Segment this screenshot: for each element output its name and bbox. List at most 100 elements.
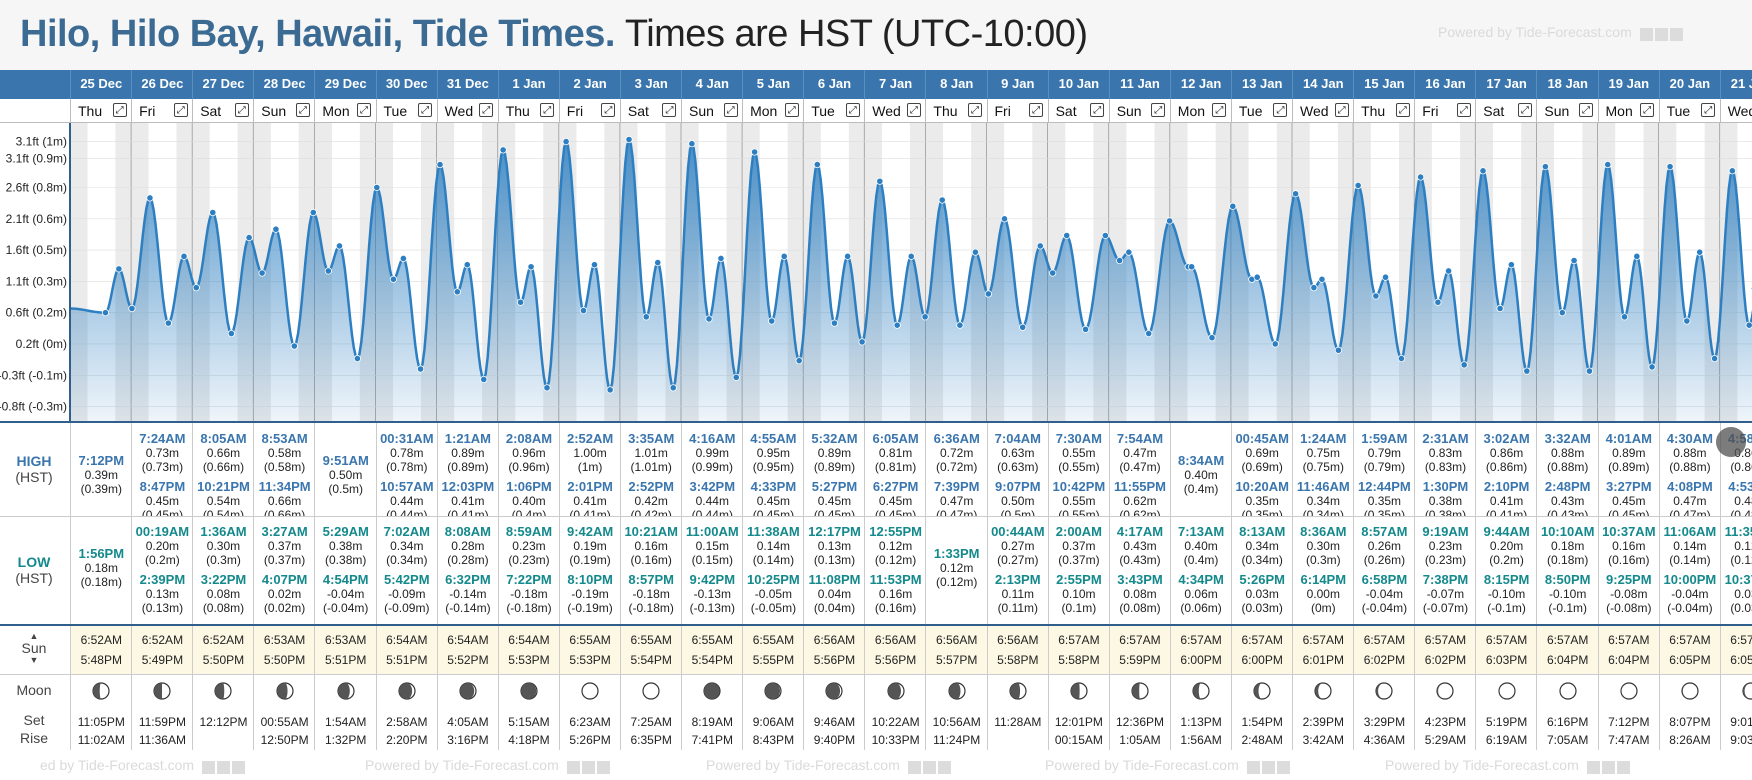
date-header-cell[interactable]: 10 Jan	[1047, 70, 1110, 99]
tide-extreme-point[interactable]	[625, 135, 633, 144]
tide-extreme-point[interactable]	[669, 384, 677, 392]
expand-icon[interactable]: ⤢	[356, 103, 371, 117]
powered-by-footer[interactable]: Powered by Tide-Forecast.com	[1045, 757, 1290, 775]
tide-extreme-point[interactable]	[436, 160, 444, 169]
tide-extreme-point[interactable]	[938, 196, 946, 204]
expand-icon[interactable]: ⤢	[1701, 103, 1716, 117]
tide-extreme-point[interactable]	[1000, 215, 1009, 223]
date-header-cell[interactable]: 28 Dec	[253, 70, 315, 99]
tide-extreme-point[interactable]	[1397, 354, 1405, 363]
date-header-cell[interactable]: 2 Jan	[558, 70, 621, 99]
tide-extreme-point[interactable]	[1125, 248, 1133, 256]
tide-extreme-point[interactable]	[1291, 190, 1300, 198]
tide-extreme-point[interactable]	[373, 183, 381, 192]
expand-icon[interactable]: ⤢	[601, 103, 616, 117]
powered-by-header[interactable]: Powered by Tide-Forecast.com	[1438, 24, 1683, 42]
tide-extreme-point[interactable]	[1507, 261, 1515, 269]
date-header-cell[interactable]: 18 Jan	[1536, 70, 1598, 99]
expand-icon[interactable]: ⤢	[540, 103, 555, 117]
tide-extreme-point[interactable]	[324, 267, 332, 275]
expand-icon[interactable]: ⤢	[1640, 103, 1655, 117]
powered-by-footer-left[interactable]: ed by Tide-Forecast.com	[40, 757, 246, 775]
tide-extreme-point[interactable]	[128, 304, 136, 313]
date-header-cell[interactable]: 27 Dec	[192, 70, 254, 99]
tide-extreme-point[interactable]	[180, 252, 188, 260]
tide-extreme-point[interactable]	[245, 233, 253, 242]
tide-extreme-point[interactable]	[527, 263, 535, 271]
date-header-cell[interactable]: 1 Jan	[497, 70, 560, 99]
expand-icon[interactable]: ⤢	[418, 103, 433, 117]
tide-extreme-point[interactable]	[499, 146, 507, 154]
tide-extreme-point[interactable]	[1036, 242, 1044, 250]
date-header-cell[interactable]: 13 Jan	[1230, 70, 1293, 99]
tide-extreme-point[interactable]	[1049, 269, 1057, 277]
tide-extreme-point[interactable]	[101, 309, 110, 317]
tide-extreme-point[interactable]	[606, 386, 614, 394]
tide-extreme-point[interactable]	[1310, 284, 1318, 292]
expand-icon[interactable]: ⤢	[234, 103, 249, 117]
date-header-cell[interactable]: 14 Jan	[1292, 70, 1354, 99]
tide-extreme-point[interactable]	[1188, 263, 1196, 271]
date-header-cell[interactable]: 17 Jan	[1475, 70, 1537, 99]
tide-extreme-point[interactable]	[717, 254, 725, 263]
tide-extreme-point[interactable]	[858, 338, 866, 346]
date-header-cell[interactable]: 25 Dec	[70, 70, 132, 99]
tide-extreme-point[interactable]	[1585, 367, 1594, 375]
tide-extreme-point[interactable]	[1496, 304, 1504, 313]
date-header-cell[interactable]: 21 Jan	[1719, 70, 1752, 99]
tide-extreme-point[interactable]	[813, 160, 821, 169]
tide-extreme-point[interactable]	[795, 357, 803, 365]
date-header-cell[interactable]: 29 Dec	[314, 70, 376, 99]
date-header-cell[interactable]: 12 Jan	[1169, 70, 1232, 99]
tide-extreme-point[interactable]	[654, 259, 662, 267]
tide-extreme-point[interactable]	[353, 354, 362, 363]
tide-extreme-point[interactable]	[463, 261, 471, 269]
date-header-cell[interactable]: 19 Jan	[1597, 70, 1660, 99]
tide-extreme-point[interactable]	[579, 307, 588, 315]
tide-extreme-point[interactable]	[1318, 275, 1326, 283]
tide-extreme-point[interactable]	[272, 225, 280, 233]
expand-icon[interactable]: ⤢	[1334, 103, 1349, 117]
tide-extreme-point[interactable]	[1271, 340, 1279, 348]
tide-extreme-point[interactable]	[921, 313, 929, 321]
tide-extreme-point[interactable]	[1253, 273, 1261, 281]
tide-extreme-point[interactable]	[732, 373, 740, 381]
date-header-cell[interactable]: 31 Dec	[436, 70, 499, 99]
tide-extreme-point[interactable]	[1711, 354, 1719, 363]
date-header-cell[interactable]: 3 Jan	[619, 70, 682, 99]
tide-extreme-point[interactable]	[192, 284, 200, 292]
tide-extreme-point[interactable]	[1541, 163, 1550, 171]
date-header-cell[interactable]: 6 Jan	[803, 70, 865, 99]
expand-icon[interactable]: ⤢	[479, 103, 494, 117]
tide-extreme-point[interactable]	[1633, 252, 1641, 260]
tide-extreme-point[interactable]	[1063, 231, 1071, 240]
tide-extreme-point[interactable]	[480, 375, 488, 384]
expand-icon[interactable]: ⤢	[295, 103, 310, 117]
tide-extreme-point[interactable]	[1381, 273, 1390, 281]
tide-extreme-point[interactable]	[768, 317, 776, 325]
expand-icon[interactable]: ⤢	[1517, 103, 1532, 117]
scroll-right-handle[interactable]	[1716, 427, 1746, 457]
tide-extreme-point[interactable]	[1558, 309, 1566, 317]
date-header-cell[interactable]: 5 Jan	[742, 70, 804, 99]
tide-extreme-point[interactable]	[705, 315, 713, 323]
tide-extreme-point[interactable]	[907, 252, 915, 260]
date-header-cell[interactable]: 16 Jan	[1414, 70, 1476, 99]
tide-extreme-point[interactable]	[1101, 231, 1109, 240]
date-header-cell[interactable]: 20 Jan	[1658, 70, 1721, 99]
date-header-cell[interactable]: 8 Jan	[925, 70, 987, 99]
tide-extreme-point[interactable]	[1444, 267, 1453, 275]
expand-icon[interactable]: ⤢	[784, 103, 799, 117]
tide-extreme-point[interactable]	[115, 265, 123, 273]
tide-extreme-point[interactable]	[453, 288, 461, 296]
tide-extreme-point[interactable]	[984, 290, 992, 298]
expand-icon[interactable]: ⤢	[723, 103, 738, 117]
tide-extreme-point[interactable]	[389, 275, 398, 283]
tide-extreme-point[interactable]	[1081, 325, 1090, 333]
tide-extreme-point[interactable]	[309, 208, 317, 217]
tide-extreme-point[interactable]	[562, 138, 570, 146]
tide-extreme-point[interactable]	[1745, 321, 1752, 329]
tide-extreme-point[interactable]	[1648, 363, 1656, 371]
tide-extreme-point[interactable]	[1620, 313, 1629, 321]
tide-extreme-point[interactable]	[1523, 367, 1531, 375]
